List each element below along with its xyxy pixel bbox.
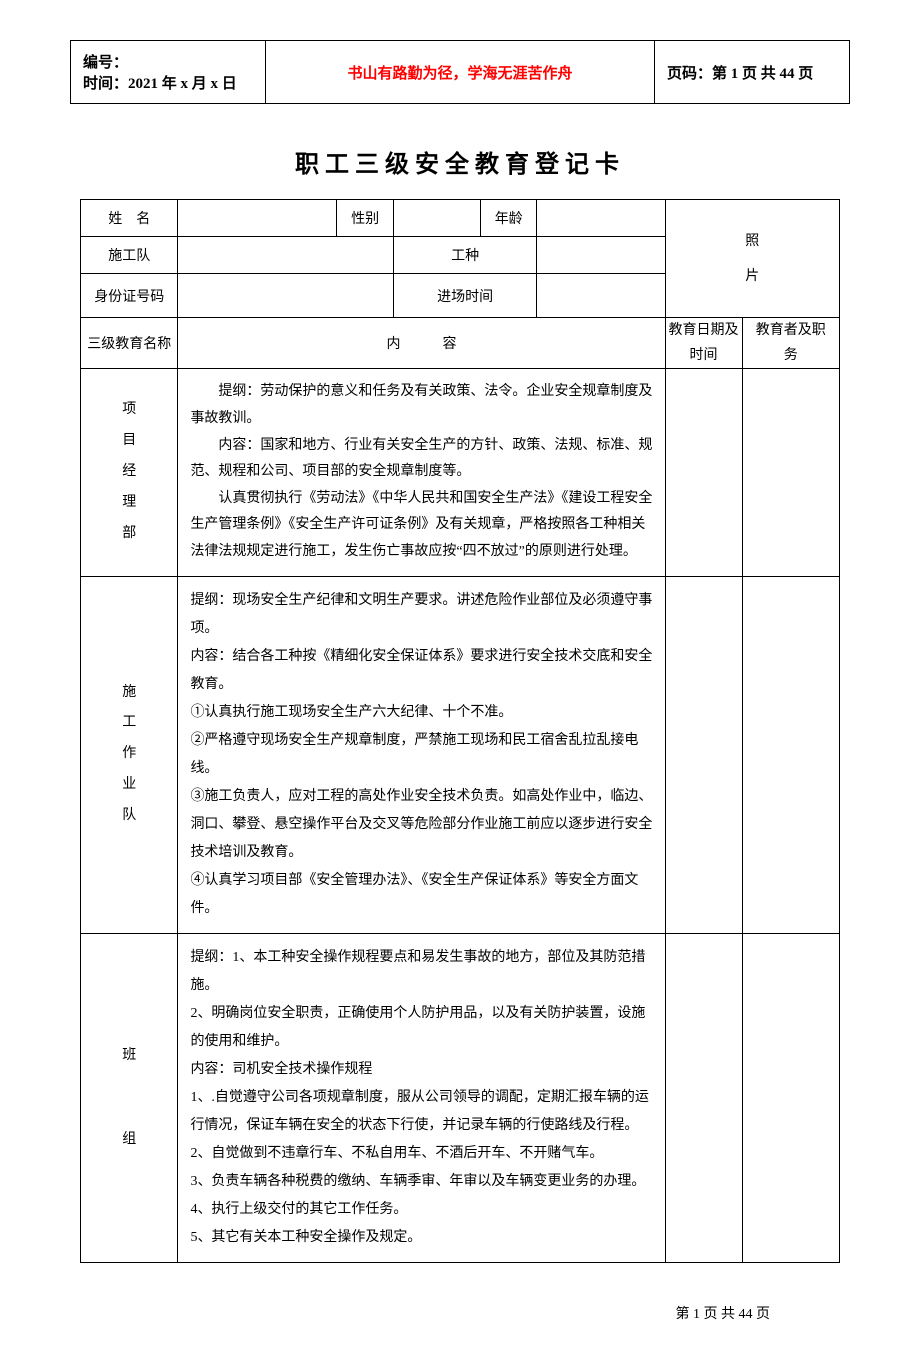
header-page-label: 页码：第 1 页 共 44 页 <box>655 41 850 104</box>
entrytime-value <box>537 274 665 318</box>
idnumber-label: 身份证号码 <box>81 274 178 318</box>
idnumber-value <box>178 274 393 318</box>
entrytime-label: 进场时间 <box>393 274 537 318</box>
age-value <box>537 200 665 237</box>
doc-time-label: 时间：2021 年 x 月 x 日 <box>83 72 253 93</box>
content-header: 内 容 <box>178 318 665 369</box>
section1-date <box>665 369 742 576</box>
section2-date <box>665 576 742 933</box>
page-footer: 第 1 页 共 44 页 <box>70 1303 850 1323</box>
edu-date-header: 教育日期及时间 <box>665 318 742 369</box>
section1-educator <box>742 369 839 576</box>
worktype-label: 工种 <box>393 237 537 274</box>
section3-content: 提纲：1、本工种安全操作规程要点和易发生事故的地方，部位及其防范措施。 2、明确… <box>178 933 665 1262</box>
level-name-label: 三级教育名称 <box>81 318 178 369</box>
photo-cell: 照 片 <box>665 200 839 318</box>
section1-label: 项目经理部 <box>81 369 178 576</box>
registration-form-table: 姓 名 性别 年龄 照 片 施工队 工种 身份证号码 进场时间 三级教育名称 内… <box>80 199 840 1263</box>
worktype-value <box>537 237 665 274</box>
header-motto: 书山有路勤为径，学海无涯苦作舟 <box>266 41 655 104</box>
section3-date <box>665 933 742 1262</box>
header-left-cell: 编号： 时间：2021 年 x 月 x 日 <box>71 41 266 104</box>
section2-label: 施工作业队 <box>81 576 178 933</box>
section2-educator <box>742 576 839 933</box>
educator-header: 教育者及职 务 <box>742 318 839 369</box>
team-value <box>178 237 393 274</box>
name-label: 姓 名 <box>81 200 178 237</box>
section2-content: 提纲：现场安全生产纪律和文明生产要求。讲述危险作业部位及必须遵守事项。 内容：结… <box>178 576 665 933</box>
team-label: 施工队 <box>81 237 178 274</box>
gender-label: 性别 <box>337 200 393 237</box>
age-label: 年龄 <box>480 200 536 237</box>
document-header-table: 编号： 时间：2021 年 x 月 x 日 书山有路勤为径，学海无涯苦作舟 页码… <box>70 40 850 104</box>
gender-value <box>393 200 480 237</box>
section3-educator <box>742 933 839 1262</box>
section1-content: 提纲：劳动保护的意义和任务及有关政策、法令。企业安全规章制度及事故教训。 内容：… <box>178 369 665 576</box>
name-value <box>178 200 337 237</box>
section3-label: 班 组 <box>81 933 178 1262</box>
doc-id-label: 编号： <box>83 51 253 72</box>
document-title: 职工三级安全教育登记卡 <box>70 144 850 179</box>
